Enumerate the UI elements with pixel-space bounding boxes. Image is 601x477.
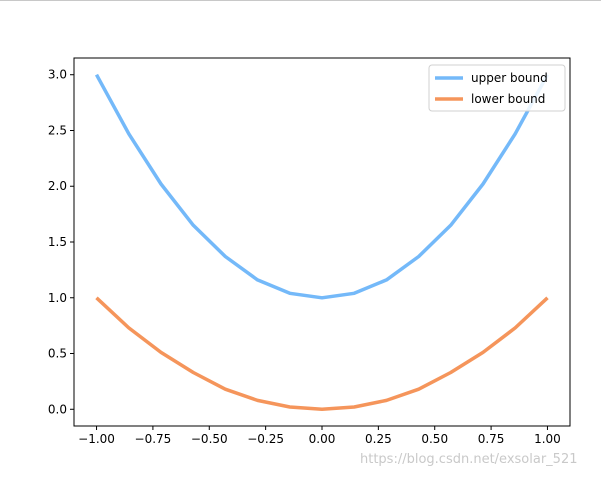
- watermark-text: https://blog.csdn.net/exsolar_521: [360, 452, 577, 467]
- x-tick-label: 0.00: [309, 432, 336, 446]
- x-axis-ticks: −1.00 −0.75 −0.50 −0.25 0.00 0.25 0.50 0.75 1.00: [78, 426, 561, 446]
- x-tick-label: −0.25: [247, 432, 284, 446]
- series-line-lower-bound: [95, 296, 549, 412]
- y-tick-label: 2.0: [48, 179, 67, 193]
- x-tick-label: 0.50: [421, 432, 448, 446]
- y-tick-label: 1.5: [48, 235, 67, 249]
- y-tick-label: 3.0: [48, 68, 67, 82]
- x-tick-label: −0.50: [191, 432, 228, 446]
- series-lines: [94, 73, 550, 412]
- y-tick-label: 2.5: [48, 123, 67, 137]
- plot-frame: [73, 57, 571, 427]
- plot-area: [74, 58, 570, 426]
- x-tick-label: −1.00: [78, 432, 115, 446]
- window-top-border: [0, 0, 601, 1]
- legend-label-upper-bound: upper bound: [471, 71, 548, 85]
- y-tick-label: 1.0: [48, 291, 67, 305]
- legend: upper bound lower bound: [428, 64, 566, 112]
- x-tick-label: −0.75: [135, 432, 172, 446]
- y-axis-ticks: 0.0 0.5 1.0 1.5 2.0 2.5 3.0: [48, 68, 74, 416]
- x-tick-label: 1.00: [534, 432, 561, 446]
- x-tick-label: 0.75: [478, 432, 505, 446]
- y-tick-label: 0.5: [48, 347, 67, 361]
- legend-label-lower-bound: lower bound: [471, 92, 545, 106]
- series-line-upper-bound: [94, 73, 550, 300]
- y-tick-label: 0.0: [48, 402, 67, 416]
- x-tick-label: 0.25: [365, 432, 392, 446]
